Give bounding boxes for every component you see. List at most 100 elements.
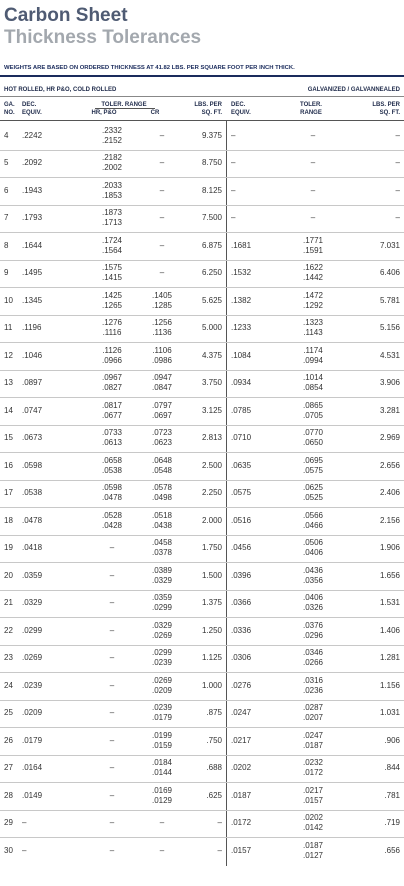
- lbs-per-sq-ft: –: [217, 818, 222, 828]
- hr-tolerance: –: [109, 845, 115, 855]
- hr-tolerance: –: [109, 790, 115, 800]
- cr-tolerance: –: [159, 818, 165, 828]
- cr-tolerance: .0548: [151, 465, 173, 475]
- cr-tolerance: –: [159, 130, 165, 140]
- galv-decimal-equiv: .0306: [231, 653, 252, 663]
- column-header: TOLER.: [300, 102, 322, 108]
- cr-tolerance: .0648: [151, 455, 173, 465]
- galv-decimal-equiv: .0456: [231, 543, 252, 553]
- lbs-per-sq-ft: .625: [206, 790, 222, 800]
- gauge-number: 27: [4, 763, 13, 773]
- hr-tolerance: –: [109, 735, 115, 745]
- gauge-number: 25: [4, 708, 13, 718]
- decimal-equiv: .0747: [22, 405, 43, 415]
- galv-tolerance: .0466: [302, 520, 324, 530]
- cr-tolerance: .1106: [152, 345, 172, 355]
- cr-tolerance: .0269: [151, 675, 173, 685]
- lbs-per-sq-ft: 9.375: [201, 130, 222, 140]
- cr-tolerance: .0498: [151, 493, 173, 503]
- hr-tolerance: .2332: [101, 125, 123, 135]
- cr-tolerance: .0947: [151, 373, 173, 383]
- galv-lbs-per-sq-ft: 1.156: [379, 680, 400, 690]
- galv-lbs-per-sq-ft: .906: [384, 735, 400, 745]
- galv-tolerance: .0525: [302, 493, 324, 503]
- galv-tolerance: .0157: [302, 795, 324, 805]
- lbs-per-sq-ft: 1.375: [201, 598, 222, 608]
- hr-tolerance: –: [109, 598, 115, 608]
- decimal-equiv: .0269: [22, 653, 43, 663]
- cr-tolerance: .0458: [151, 538, 173, 548]
- galv-tolerance: .0236: [302, 685, 324, 695]
- hr-tolerance: –: [109, 625, 115, 635]
- gauge-number: 24: [4, 680, 13, 690]
- hr-tolerance: –: [109, 653, 115, 663]
- row-rule: [0, 177, 404, 178]
- gauge-number: 13: [4, 378, 13, 388]
- gauge-number: 6: [4, 185, 9, 195]
- hr-tolerance: .2033: [101, 180, 123, 190]
- row-rule: [0, 672, 404, 673]
- galv-decimal-equiv: .1084: [231, 350, 252, 360]
- galv-lbs-per-sq-ft: 2.156: [379, 515, 400, 525]
- galv-decimal-equiv: .0366: [231, 598, 252, 608]
- lbs-per-sq-ft: 5.000: [201, 323, 222, 333]
- galv-tolerance: .0506: [302, 538, 324, 548]
- row-rule: [0, 562, 404, 563]
- gauge-number: 23: [4, 653, 13, 663]
- galv-lbs-per-sq-ft: –: [395, 130, 400, 140]
- galv-lbs-per-sq-ft: 1.531: [379, 598, 400, 608]
- hr-tolerance: –: [109, 818, 115, 828]
- gauge-number: 29: [4, 818, 13, 828]
- cr-tolerance: .0378: [151, 548, 173, 558]
- cr-tolerance: .0797: [151, 400, 173, 410]
- decimal-equiv: .1644: [22, 240, 43, 250]
- gauge-number: 11: [4, 323, 13, 333]
- cr-tolerance: .0518: [151, 510, 173, 520]
- rule: [0, 120, 404, 121]
- lbs-per-sq-ft: 7.500: [201, 213, 222, 223]
- galv-tolerance: .0346: [302, 648, 324, 658]
- cr-tolerance: .0389: [151, 565, 173, 575]
- galv-decimal-equiv: –: [231, 130, 236, 140]
- galv-tolerance: .0575: [302, 465, 324, 475]
- galv-tolerance: .1442: [302, 273, 324, 283]
- lbs-per-sq-ft: .750: [206, 735, 222, 745]
- row-rule: [0, 314, 404, 316]
- galv-tolerance: .0650: [302, 438, 324, 448]
- divider: [226, 120, 227, 866]
- column-header: DEC.: [231, 102, 246, 108]
- lbs-per-sq-ft: 1.125: [201, 653, 222, 663]
- column-header: CR: [150, 110, 160, 116]
- row-rule: [0, 232, 404, 233]
- galv-tolerance: .0356: [302, 575, 324, 585]
- decimal-equiv: .0209: [22, 708, 43, 718]
- lbs-per-sq-ft: 1.250: [201, 625, 222, 635]
- hr-tolerance: .2152: [101, 135, 123, 145]
- lbs-per-sq-ft: 4.375: [201, 350, 222, 360]
- cr-tolerance: .0159: [151, 740, 173, 750]
- galv-decimal-equiv: .0172: [231, 818, 252, 828]
- galv-tolerance: –: [310, 185, 316, 195]
- galv-tolerance: .1292: [302, 300, 324, 310]
- galv-tolerance: .0127: [302, 850, 324, 860]
- cr-tolerance: –: [159, 158, 165, 168]
- hr-tolerance: –: [109, 570, 115, 580]
- decimal-equiv: .2092: [22, 158, 43, 168]
- galv-decimal-equiv: .1233: [231, 323, 252, 333]
- cr-tolerance: –: [159, 845, 165, 855]
- galv-tolerance: –: [310, 158, 316, 168]
- galv-decimal-equiv: .0217: [231, 735, 252, 745]
- cr-tolerance: .1136: [152, 328, 172, 338]
- hr-tolerance: .2182: [101, 153, 123, 163]
- decimal-equiv: –: [22, 845, 27, 855]
- galv-decimal-equiv: .0785: [231, 405, 252, 415]
- galv-lbs-per-sq-ft: –: [395, 185, 400, 195]
- decimal-equiv: .1943: [22, 185, 43, 195]
- cr-tolerance: .0129: [151, 795, 173, 805]
- row-rule: [0, 259, 404, 261]
- column-header: LBS. PER: [372, 102, 400, 108]
- galv-decimal-equiv: .0934: [231, 378, 252, 388]
- galv-tolerance: .0376: [302, 620, 324, 630]
- gauge-number: 5: [4, 158, 9, 168]
- hr-tolerance: –: [109, 763, 115, 773]
